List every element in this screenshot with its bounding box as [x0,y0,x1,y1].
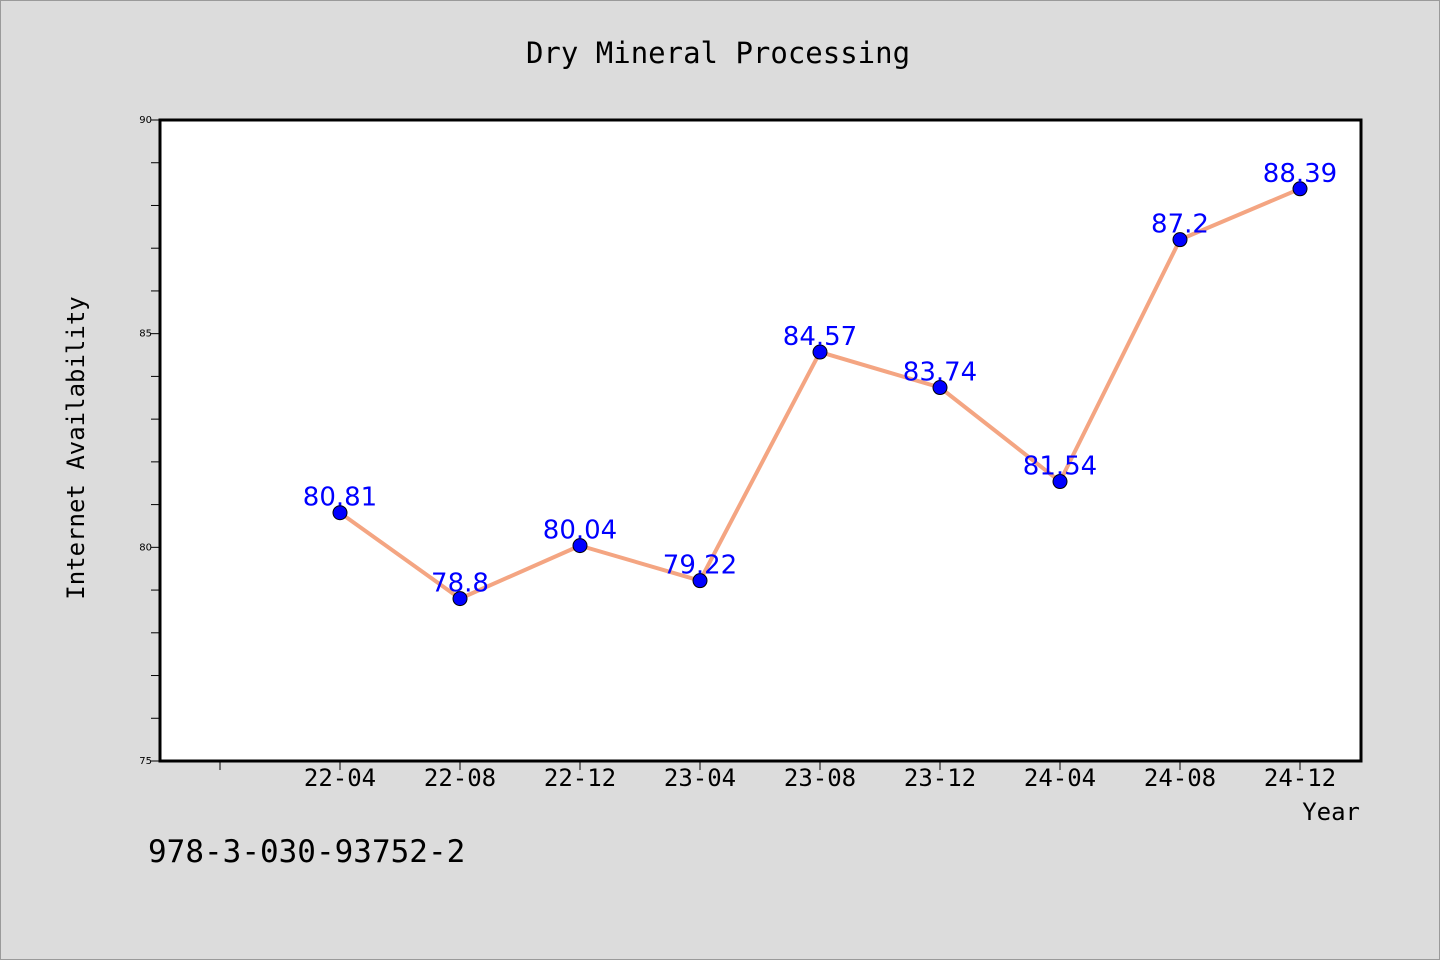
x-tick-label: 23-04 [664,764,736,792]
data-label: 80.81 [303,483,377,513]
data-point [1052,474,1068,490]
data-point [812,344,828,360]
x-axis: 22-04 22-08 22-12 23-04 23-08 23-12 24-04 24-08… [219,761,1336,792]
data-point [1292,181,1308,197]
x-tick-label: 24-12 [1264,764,1336,792]
plot-area [158,118,1363,763]
x-axis-label: Year [1302,798,1360,826]
data-label: 78.8 [431,569,489,599]
data-label: 84.57 [783,322,857,352]
data-label: 80.04 [543,516,617,546]
y-tick-label: 90 [139,115,152,126]
x-tick-label: 22-12 [544,764,616,792]
data-label: 87.2 [1151,210,1209,240]
chart-title: Dry Mineral Processing [526,36,910,70]
data-point [932,380,948,396]
x-tick-label: 23-08 [784,764,856,792]
y-tick-label: 85 [139,329,152,340]
data-point [332,505,348,521]
data-point [1172,232,1188,248]
data-label: 81.54 [1023,452,1097,482]
y-tick-label: 75 [139,756,152,767]
data-point [692,573,708,589]
data-labels: 80.81 78.8 80.04 79.22 84.57 83.74 81.54 87.2 88… [303,159,1337,599]
data-label: 88.39 [1263,159,1337,189]
y-axis: 75 80 85 90 [139,115,160,767]
y-tick-label: 80 [139,542,152,553]
isbn-text: 978-3-030-93752-2 [148,834,466,870]
x-tick-label: 23-12 [904,764,976,792]
data-point [572,538,588,554]
data-label: 79.22 [663,551,737,581]
x-tick-label: 24-08 [1144,764,1216,792]
x-tick-label: 22-04 [304,764,376,792]
x-tick-label: 22-08 [424,764,496,792]
data-point [452,591,468,607]
y-axis-label: Internet Availability [62,296,90,599]
x-tick-label: 24-04 [1024,764,1096,792]
data-label: 83.74 [903,358,977,388]
data-markers [332,181,1308,607]
